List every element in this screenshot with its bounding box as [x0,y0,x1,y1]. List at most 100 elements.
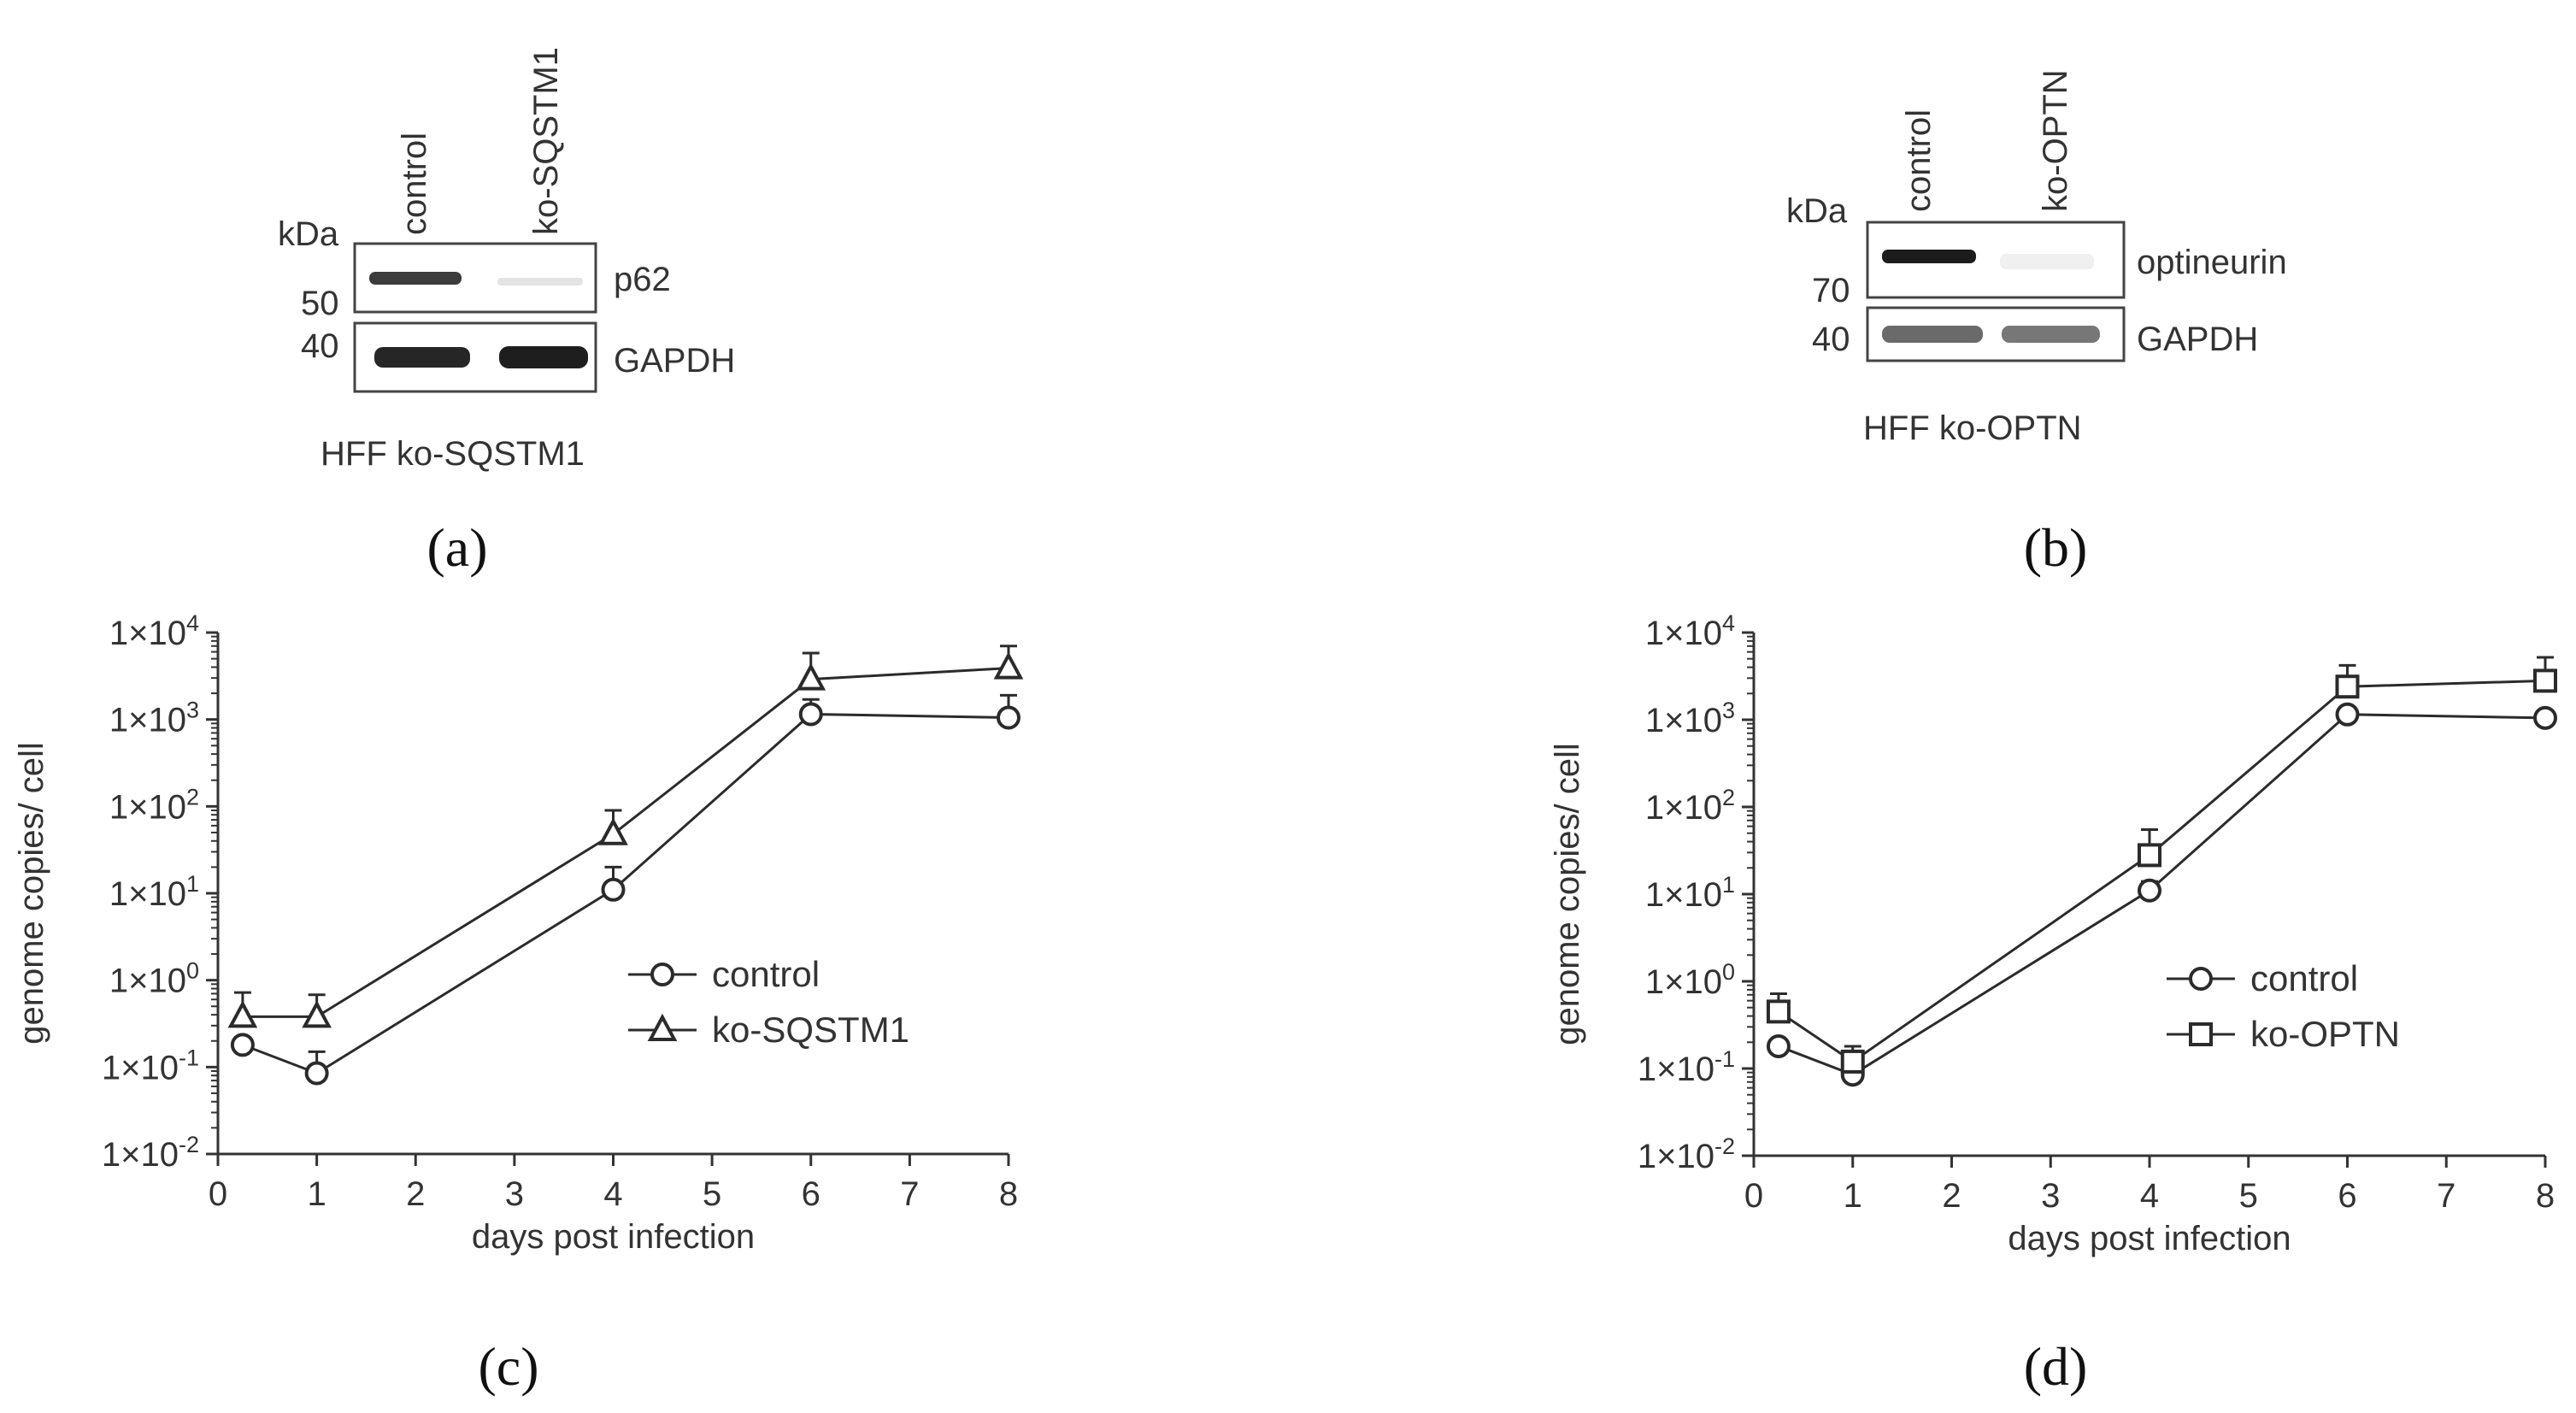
y-tick-base: 1×10 [1645,702,1722,739]
band-p62-control [369,272,462,285]
series-control [1766,702,2557,1087]
band-gapdh-b-control [1882,326,1983,343]
data-point-triangle [302,1000,332,1028]
blot-a-marker-2: 40 [301,327,339,365]
y-tick-label: 1×103 [1645,698,1735,739]
y-tick-base: 1×10 [109,788,186,826]
blot-b-kda-label: kDa [1786,192,1848,230]
blot-a-caption: HFF ko-SQSTM1 [321,435,585,473]
series-ko-SQSTM1 [227,645,1024,1028]
legend-entry: ko-SQSTM1 [628,1010,909,1050]
x-tick-label: 8 [2536,1177,2555,1215]
y-tick-exponent: 1 [186,871,199,897]
y-tick-label: 1×10-1 [1638,1046,1735,1088]
x-tick-label: 2 [1942,1177,1961,1215]
y-tick-exponent: 2 [1722,785,1735,810]
legend-label: control [712,954,820,994]
y-tick-base: 1×10 [109,615,186,652]
series-line [1778,679,2546,1063]
legend-entry: control [2167,958,2358,998]
y-tick-exponent: -1 [179,1045,199,1070]
blot-b-lane-control: control [1900,109,1938,212]
data-point-square [2138,843,2161,868]
x-tick-label: 5 [703,1175,721,1213]
legend-marker-circle [650,963,674,986]
data-point-circle [997,705,1020,730]
y-tick-label: 1×104 [1645,610,1735,652]
blot-a-lane-control: control [396,132,433,235]
series-line [1778,713,2546,1076]
data-point-triangle [993,651,1024,680]
blot-a-lane-ko: ko-SQSTM1 [527,47,565,235]
y-tick-base: 1×10 [1638,1051,1714,1088]
y-tick-base: 1×10 [1645,963,1722,1001]
band-optineurin-ko [2000,254,2094,269]
y-tick-label: 1×10-1 [102,1045,199,1086]
y-tick-label: 1×104 [109,610,199,652]
x-tick-label: 4 [603,1175,622,1213]
data-point-triangle [796,662,826,691]
x-tick-label: 0 [209,1175,227,1213]
y-tick-label: 1×10-2 [102,1132,199,1174]
y-tick-label: 1×100 [1645,959,1735,1001]
band-optineurin-control [1882,250,1976,263]
y-tick-base: 1×10 [1638,1138,1714,1175]
data-point-circle [230,1033,255,1057]
y-tick-base: 1×10 [1645,615,1722,652]
data-point-circle [2533,705,2557,730]
data-point-square [1766,999,1791,1024]
x-tick-label: 1 [308,1175,326,1213]
x-tick-label: 0 [1744,1177,1763,1215]
band-p62-ko [497,278,583,286]
blot-b-caption: HFF ko-OPTN [1863,409,2082,447]
y-tick-exponent: 1 [1722,872,1735,898]
x-tick-label: 5 [2239,1177,2258,1215]
y-tick-exponent: 4 [186,610,199,636]
y-tick-exponent: -2 [179,1132,199,1157]
y-tick-label: 1×101 [1645,872,1735,914]
y-tick-base: 1×10 [102,1136,179,1174]
panel-label-a: (a) [426,517,487,578]
y-tick-base: 1×10 [109,702,186,739]
blot-b-protein-2: GAPDH [2137,321,2258,358]
data-point-circle [2335,702,2360,727]
y-tick-exponent: -2 [1714,1133,1735,1159]
x-tick-label: 1 [1844,1177,1862,1215]
x-tick-label: 7 [900,1175,919,1213]
y-tick-exponent: 3 [1722,698,1735,723]
blot-a-protein-1: p62 [614,261,671,298]
x-axis-title: days post infection [472,1218,755,1256]
y-tick-label: 1×102 [109,784,199,826]
legend-label: ko-SQSTM1 [712,1010,909,1050]
x-tick-label: 8 [999,1175,1018,1213]
y-tick-exponent: 2 [186,784,199,810]
y-tick-label: 1×100 [109,958,199,1000]
x-axis-title: days post infection [2008,1220,2291,1257]
y-tick-label: 1×10-2 [1638,1133,1735,1175]
data-point-square [2533,668,2557,693]
blot-a-protein-2: GAPDH [614,342,735,380]
blot-a-marker-1: 50 [301,285,339,322]
blot-panel-a: control ko-SQSTM1 kDa 50 40 p62 GAPDH HF… [278,47,735,578]
legend-marker-square [2189,1022,2213,1046]
y-tick-base: 1×10 [109,875,186,913]
y-tick-base: 1×10 [109,963,186,1000]
data-point-square [2335,674,2360,699]
blot-b-lane-ko: ko-OPTN [2037,69,2074,212]
y-axis-title: genome copies/ cell [13,742,50,1045]
band-gapdh-a-control [374,347,470,368]
y-tick-exponent: 4 [1722,610,1735,636]
y-tick-label: 1×101 [109,871,199,913]
y-tick-exponent: 0 [1722,959,1735,985]
y-tick-exponent: 3 [186,698,199,723]
data-point-circle [304,1061,329,1086]
y-tick-label: 1×102 [1645,785,1735,827]
y-tick-label: 1×103 [109,698,199,739]
blot-b-protein-1: optineurin [2137,244,2287,281]
y-tick-exponent: -1 [1714,1046,1735,1072]
blot-a-kda-label: kDa [278,215,339,253]
legend-entry: control [628,954,820,994]
y-tick-base: 1×10 [1645,876,1722,914]
